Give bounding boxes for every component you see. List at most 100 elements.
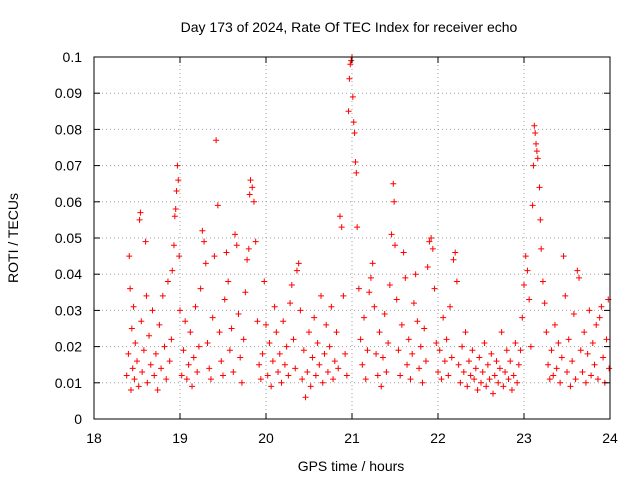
data-point (443, 336, 450, 343)
data-point (347, 61, 354, 68)
data-point (600, 354, 607, 361)
data-point (483, 383, 490, 390)
data-point (136, 216, 143, 223)
data-point (323, 321, 330, 328)
data-point (216, 329, 223, 336)
data-point (386, 282, 393, 289)
data-point (543, 329, 550, 336)
data-point (359, 361, 366, 368)
data-point (123, 372, 130, 379)
data-point (539, 278, 546, 285)
data-point (369, 260, 376, 267)
data-point (433, 339, 440, 346)
data-point (354, 224, 361, 231)
data-point (129, 365, 136, 372)
data-point (311, 314, 318, 321)
data-point (447, 303, 454, 310)
data-point (558, 354, 565, 361)
data-point (187, 329, 194, 336)
data-point (493, 358, 500, 365)
data-point (297, 307, 304, 314)
data-point (264, 372, 271, 379)
data-point (357, 336, 364, 343)
data-point (246, 191, 253, 198)
data-point (171, 213, 178, 220)
data-point (209, 314, 216, 321)
data-point (392, 242, 398, 249)
data-point (293, 267, 300, 274)
data-point (199, 227, 206, 234)
data-point (362, 376, 369, 383)
data-point (140, 347, 147, 354)
data-point (349, 93, 356, 100)
data-point (304, 368, 311, 375)
y-tick-label: 0.02 (55, 339, 82, 355)
data-point (557, 379, 564, 386)
x-tick-label: 23 (516, 430, 532, 446)
data-point (249, 184, 256, 191)
data-point (230, 368, 237, 375)
data-point (218, 358, 225, 365)
data-point (531, 122, 538, 129)
data-point (529, 202, 536, 209)
data-point (479, 368, 486, 375)
data-point (534, 155, 541, 162)
data-point (603, 336, 610, 343)
data-point (371, 303, 378, 310)
data-point (206, 365, 213, 372)
data-point (147, 361, 154, 368)
data-point (245, 245, 252, 252)
data-point (476, 354, 483, 361)
data-point (441, 358, 448, 365)
data-point (484, 361, 491, 368)
data-point (574, 267, 581, 274)
data-point (404, 361, 411, 368)
data-point (287, 300, 294, 307)
data-point (283, 343, 290, 350)
data-point (226, 347, 233, 354)
data-point (164, 278, 171, 285)
data-point (350, 119, 357, 126)
data-point (462, 329, 469, 336)
data-point (207, 376, 214, 383)
data-point (397, 372, 404, 379)
data-point (146, 332, 153, 339)
data-point (510, 372, 517, 379)
data-point (180, 347, 187, 354)
data-point (495, 379, 502, 386)
data-point (256, 361, 263, 368)
data-point (555, 339, 562, 346)
data-point (417, 343, 424, 350)
data-point (584, 350, 591, 357)
data-point (526, 296, 533, 303)
data-point (225, 278, 232, 285)
data-point (345, 108, 352, 115)
data-point (292, 365, 299, 372)
data-point (522, 253, 529, 260)
data-point (438, 376, 445, 383)
data-point (445, 372, 452, 379)
data-point (374, 372, 381, 379)
data-point (232, 231, 239, 238)
data-point (507, 358, 514, 365)
data-point (530, 162, 537, 169)
data-point (299, 376, 306, 383)
data-point (548, 347, 555, 354)
data-point (514, 379, 521, 386)
data-point (149, 307, 156, 314)
data-point (472, 365, 479, 372)
data-point (419, 379, 426, 386)
data-point (562, 292, 569, 299)
data-point (233, 242, 240, 249)
data-point (379, 354, 386, 361)
data-point (221, 296, 228, 303)
data-point (517, 347, 524, 354)
data-point (422, 358, 429, 365)
data-point (263, 321, 269, 328)
data-point (197, 285, 204, 292)
data-point (346, 75, 353, 82)
data-point (515, 361, 522, 368)
data-point (288, 282, 295, 289)
x-tick-label: 19 (172, 430, 188, 446)
y-tick-label: 0.06 (55, 194, 82, 210)
